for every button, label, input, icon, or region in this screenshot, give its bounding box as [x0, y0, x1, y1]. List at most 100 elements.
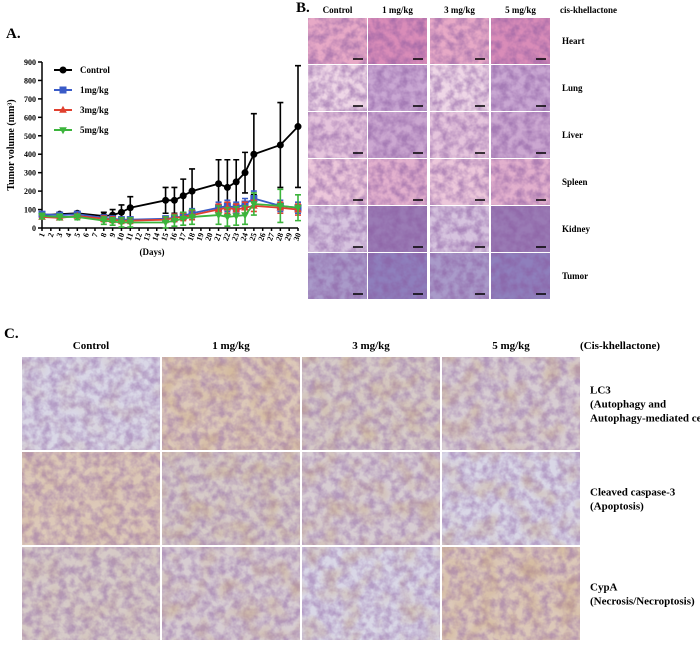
- row-label: Kidney: [562, 224, 591, 234]
- y-tick-label: 800: [24, 76, 36, 85]
- data-point: [126, 219, 135, 227]
- x-tick-label: 9: [108, 232, 118, 239]
- y-axis-label: Tumor volume (mm³): [6, 99, 17, 190]
- ihc-stain: [162, 452, 300, 545]
- row-label: Lung: [562, 83, 583, 93]
- data-point: [276, 203, 285, 211]
- y-tick-label: 900: [24, 58, 36, 67]
- panel-label: A.: [6, 26, 21, 42]
- data-point: [73, 214, 82, 222]
- row-label: Liver: [562, 130, 583, 140]
- ihc-stain: [22, 452, 160, 545]
- data-point: [38, 213, 46, 221]
- x-tick-label: 2: [46, 232, 56, 239]
- x-tick-label: 15: [159, 232, 170, 243]
- x-tick-label: 17: [177, 232, 188, 243]
- x-tick-label: 27: [265, 232, 276, 243]
- histology-image-texture: [308, 159, 367, 205]
- x-tick-label: 3: [55, 232, 65, 239]
- legend-marker: [59, 127, 67, 135]
- row-label: Spleen: [562, 177, 588, 187]
- x-tick-label: 13: [142, 232, 153, 243]
- x-axis-label: (Days): [140, 247, 165, 257]
- histology-image-texture: [368, 253, 427, 299]
- histology-image-texture: [430, 112, 489, 158]
- legend-label: Control: [80, 65, 110, 75]
- panel-label: C.: [4, 326, 19, 342]
- x-tick-label: 4: [64, 232, 74, 239]
- x-tick-label: 29: [283, 232, 294, 243]
- row-label: (Necrosis/Necroptosis): [590, 596, 695, 608]
- x-tick-label: 25: [248, 232, 259, 243]
- data-point: [188, 187, 196, 195]
- y-tick-label: 700: [24, 95, 36, 104]
- histology-image-texture: [430, 159, 489, 205]
- data-point: [250, 150, 258, 158]
- x-tick-label: 20: [203, 232, 214, 243]
- histology-image-texture: [491, 112, 550, 158]
- histology-image-texture: [368, 18, 427, 64]
- ihc-stain: [442, 452, 580, 545]
- data-point: [223, 183, 231, 191]
- column-header: 5 mg/kg: [492, 340, 530, 352]
- y-tick-label: 600: [24, 113, 36, 122]
- x-tick-label: 30: [292, 232, 303, 243]
- column-header: 3 mg/kg: [444, 5, 475, 15]
- ihc-stain: [162, 547, 300, 640]
- histology-image-texture: [368, 112, 427, 158]
- histology-image-texture: [430, 253, 489, 299]
- histology-image-texture: [491, 18, 550, 64]
- histology-image-texture: [308, 65, 367, 111]
- histology-image-texture: [308, 206, 367, 252]
- histology-image-texture: [491, 159, 550, 205]
- data-point: [161, 219, 170, 227]
- data-point: [232, 178, 240, 186]
- histology-image-texture: [308, 112, 367, 158]
- histology-image-texture: [308, 18, 367, 64]
- data-point: [99, 217, 108, 225]
- x-tick-label: 5: [72, 232, 82, 239]
- histology-image-texture: [368, 65, 427, 111]
- data-point: [250, 201, 258, 209]
- histology-image-texture: [491, 253, 550, 299]
- legend-label: 1mg/kg: [80, 85, 109, 95]
- data-point: [117, 208, 125, 216]
- legend-marker: [59, 105, 67, 113]
- histology-image-texture: [430, 65, 489, 111]
- data-point: [170, 217, 179, 225]
- column-header: 1 mg/kg: [212, 340, 250, 352]
- histology-image-texture: [491, 206, 550, 252]
- series-line: [41, 125, 299, 217]
- data-point: [214, 212, 223, 220]
- data-point: [108, 218, 117, 226]
- x-tick-label: 12: [133, 232, 144, 243]
- column-header: Control: [73, 340, 109, 352]
- y-tick-label: 500: [24, 132, 36, 141]
- x-tick-label: 18: [186, 232, 197, 243]
- data-point: [188, 214, 196, 222]
- row-label: LC3: [590, 385, 611, 397]
- data-point: [276, 141, 284, 149]
- x-tick-label: 11: [124, 232, 135, 242]
- ihc-stain: [302, 452, 440, 545]
- ihc-stain: [302, 547, 440, 640]
- histology-image-texture: [430, 206, 489, 252]
- y-tick-label: 100: [24, 206, 36, 215]
- x-tick-label: 16: [168, 232, 179, 243]
- x-tick-label: 1: [37, 232, 47, 239]
- ihc-stain: [302, 357, 440, 450]
- ihc-stain: [162, 357, 300, 450]
- histology-image-texture: [430, 18, 489, 64]
- x-tick-label: 23: [230, 232, 241, 243]
- legend-marker: [59, 66, 67, 74]
- row-label: Cleaved caspase-3: [590, 487, 676, 499]
- data-point: [179, 215, 188, 223]
- x-tick-label: 6: [81, 232, 91, 239]
- x-tick-label: 8: [99, 232, 109, 239]
- histology-image-texture: [368, 206, 427, 252]
- row-label: (Autophagy and: [590, 399, 666, 411]
- ihc-stain: [22, 357, 160, 450]
- row-label: Heart: [562, 36, 585, 46]
- histology-image-texture: [308, 253, 367, 299]
- x-tick-label: 28: [274, 232, 285, 243]
